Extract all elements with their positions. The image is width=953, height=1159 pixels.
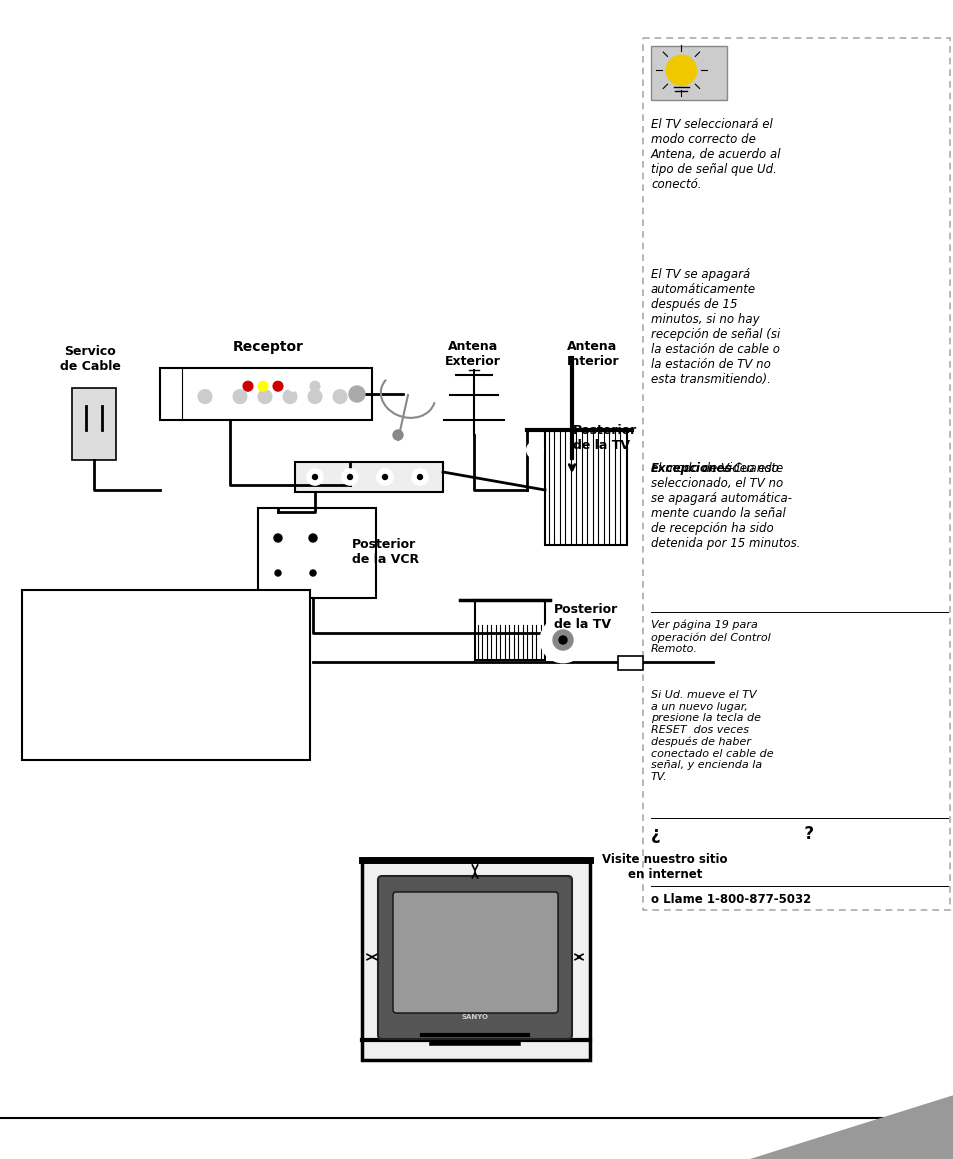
Circle shape — [553, 630, 573, 650]
Circle shape — [308, 389, 322, 403]
Circle shape — [257, 389, 272, 403]
Text: Receptor: Receptor — [233, 340, 303, 353]
Text: Antena
Exterior: Antena Exterior — [445, 340, 500, 369]
Circle shape — [304, 564, 322, 582]
Bar — [650, 46, 726, 100]
Text: Antena
Interior: Antena Interior — [566, 340, 619, 369]
Text: Posterior
de la TV: Posterior de la TV — [554, 603, 618, 630]
Circle shape — [558, 636, 566, 644]
Circle shape — [349, 386, 365, 402]
Circle shape — [540, 618, 584, 662]
Bar — [544, 430, 626, 545]
Text: Si Ud. mueve el TV
a un nuevo lugar,
presione la tecla de
RESET  dos veces
despu: Si Ud. mueve el TV a un nuevo lugar, pre… — [650, 690, 773, 782]
Bar — [257, 508, 375, 598]
Bar — [361, 860, 589, 1060]
FancyBboxPatch shape — [377, 876, 572, 1038]
Text: El TV seleccionará el
modo correcto de
Antena, de acuerdo al
tipo de señal que U: El TV seleccionará el modo correcto de A… — [650, 118, 781, 191]
Polygon shape — [749, 1095, 953, 1159]
Text: SANYO: SANYO — [461, 1014, 488, 1020]
Circle shape — [269, 564, 287, 582]
Circle shape — [393, 430, 402, 440]
Text: ¿                         ?: ¿ ? — [650, 825, 813, 843]
Text: Excepciones: Excepciones — [650, 462, 732, 475]
Circle shape — [347, 474, 352, 480]
Circle shape — [310, 381, 319, 392]
Circle shape — [412, 469, 428, 484]
Text: Visite nuestro sitio
en internet: Visite nuestro sitio en internet — [601, 853, 727, 881]
Circle shape — [665, 56, 696, 86]
Circle shape — [274, 570, 281, 576]
Circle shape — [341, 469, 357, 484]
Circle shape — [267, 527, 289, 549]
Bar — [22, 590, 310, 760]
Circle shape — [257, 381, 268, 392]
Circle shape — [526, 442, 542, 458]
Text: —Cuando: —Cuando — [722, 462, 780, 475]
Text: o Llame 1-800-877-5032: o Llame 1-800-877-5032 — [650, 892, 810, 906]
Text: Ver página 19 para
operación del Control
Remoto.: Ver página 19 para operación del Control… — [650, 620, 770, 655]
Circle shape — [273, 381, 283, 392]
Bar — [618, 656, 642, 670]
Circle shape — [307, 469, 323, 484]
Bar — [71, 388, 116, 460]
Circle shape — [310, 570, 315, 576]
Circle shape — [274, 534, 282, 542]
Text: El TV se apagará
automáticamente
después de 15
minutos, si no hay
recepción de s: El TV se apagará automáticamente después… — [650, 268, 780, 386]
Circle shape — [283, 389, 296, 403]
Circle shape — [288, 381, 297, 392]
Bar — [642, 38, 949, 910]
Text: Posterior
de la VCR: Posterior de la VCR — [352, 538, 418, 566]
Bar — [475, 600, 544, 659]
Text: el modo de Video este
seleccionado, el TV no
se apagará automática-
mente cuando: el modo de Video este seleccionado, el T… — [650, 462, 800, 551]
Circle shape — [313, 474, 317, 480]
Text: Servico
de Cable: Servico de Cable — [59, 345, 120, 373]
Circle shape — [309, 534, 316, 542]
Circle shape — [417, 474, 422, 480]
Circle shape — [333, 389, 347, 403]
Text: Posterior
de la TV: Posterior de la TV — [573, 424, 637, 452]
Circle shape — [382, 474, 387, 480]
Bar — [294, 462, 442, 493]
Circle shape — [376, 469, 393, 484]
Bar — [160, 369, 372, 420]
Circle shape — [243, 381, 253, 392]
Circle shape — [302, 527, 324, 549]
Circle shape — [233, 389, 247, 403]
FancyBboxPatch shape — [393, 892, 558, 1013]
Circle shape — [198, 389, 212, 403]
